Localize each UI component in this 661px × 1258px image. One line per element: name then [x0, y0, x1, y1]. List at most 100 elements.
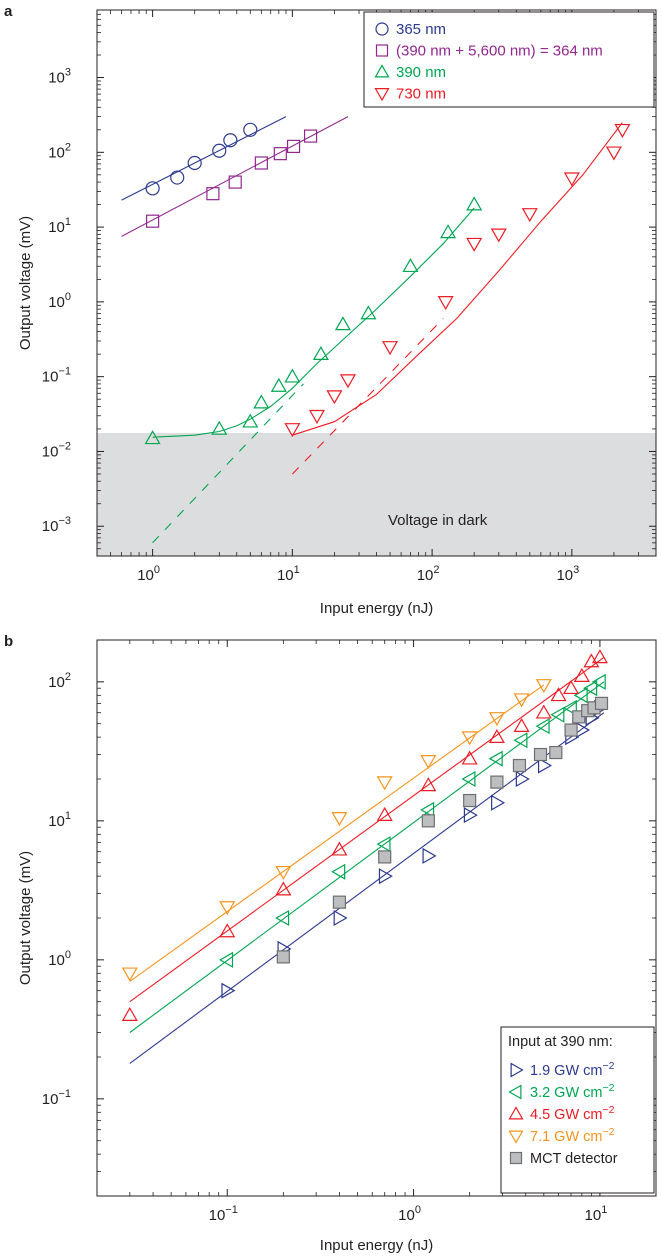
b-point [591, 673, 606, 690]
a-point [270, 377, 287, 392]
panel-b: b 10−1 100 101 10−1 100 101 102 Input energy (… [4, 633, 657, 1254]
a-point [253, 394, 270, 409]
a-point [206, 187, 220, 201]
b-point [513, 693, 530, 708]
b-point [463, 793, 477, 808]
a-point [284, 368, 301, 383]
a-point [254, 156, 268, 170]
a-y-tick-label: 10−2 [42, 440, 71, 460]
dark-region [97, 433, 656, 556]
a-point [614, 123, 631, 139]
b-y-tick-label: 10−1 [42, 1088, 71, 1108]
b-point [591, 649, 608, 664]
b-point [550, 706, 565, 723]
b-point [420, 755, 437, 770]
b-point [275, 865, 292, 881]
b-point [421, 814, 435, 828]
a-point [402, 257, 419, 273]
b-fit-line-3 [129, 684, 545, 982]
a-x-tick-label: 100 [137, 564, 160, 584]
b-point [491, 794, 506, 811]
b-point [488, 728, 505, 744]
a-x-tick-label: 103 [556, 564, 579, 584]
a-y-tick-label: 102 [48, 141, 71, 161]
b-point [563, 679, 580, 695]
a-x-tick-label: 101 [277, 564, 300, 584]
b-point [513, 732, 528, 749]
a-y-tick-label: 101 [48, 216, 71, 236]
b-point [562, 699, 577, 716]
b-point [121, 1006, 138, 1022]
a-point [145, 181, 160, 196]
a-point [334, 316, 351, 331]
a-point [308, 409, 326, 424]
b-y-tick-label: 101 [48, 810, 71, 830]
a-extrapolation-2 [152, 383, 304, 544]
a-point [490, 228, 507, 243]
a-point [360, 305, 377, 320]
legend-a-marker [374, 88, 390, 102]
b-point [219, 951, 234, 968]
legend-b-label: 7.1 GW cm−2 [530, 1126, 615, 1145]
b-y-axis-label: Output voltage (mV) [17, 851, 34, 985]
a-point [243, 122, 258, 137]
b-point [488, 712, 505, 727]
b-point [333, 909, 348, 927]
b-point [583, 680, 598, 697]
b-point [420, 777, 437, 792]
b-point [376, 806, 393, 821]
legend-a-marker [374, 64, 390, 78]
b-point [488, 750, 503, 767]
legend-b-title: Input at 390 nm: [508, 1034, 613, 1050]
b-point [331, 841, 348, 856]
a-point [286, 139, 301, 153]
a-point [563, 172, 580, 187]
a-y-tick-label: 10−3 [42, 515, 71, 535]
plot-frame-b [96, 639, 657, 1197]
legend-b-marker [510, 1062, 524, 1078]
b-fit-line-0 [129, 712, 605, 1064]
b-point [564, 723, 578, 737]
b-point [535, 704, 552, 719]
b-fit-line-2 [129, 656, 605, 1003]
a-point [521, 208, 538, 223]
b-point [378, 850, 392, 864]
legend-a-label: (390 nm + 5,600 nm) = 364 nm [396, 43, 603, 60]
a-point [440, 224, 457, 239]
panel-a-label: a [4, 3, 13, 20]
b-point [461, 750, 478, 765]
legend-a-marker [375, 22, 389, 36]
legend-b-label: 3.2 GW cm−2 [530, 1082, 615, 1101]
legend-a-label: 365 nm [396, 21, 446, 38]
b-point [573, 687, 588, 704]
a-point [211, 420, 228, 435]
b-point [512, 758, 527, 773]
a-point [437, 296, 454, 311]
b-point [515, 770, 530, 788]
legend-b-label: MCT detector [530, 1151, 618, 1167]
a-point [223, 133, 238, 148]
b-point [121, 967, 138, 982]
b-point [376, 836, 391, 853]
b-fit-line-1 [129, 681, 605, 1033]
b-point [378, 868, 393, 885]
b-point [219, 923, 236, 938]
a-x-axis-label: Input energy (nJ) [320, 600, 433, 617]
b-point [331, 812, 348, 827]
b-point [583, 653, 600, 668]
b-point [221, 982, 236, 999]
legend-b-marker [508, 1084, 522, 1100]
a-point [605, 146, 622, 161]
a-point [312, 345, 329, 361]
b-point [275, 881, 292, 896]
a-point [187, 155, 202, 171]
b-point [535, 718, 550, 735]
a-point [273, 147, 287, 161]
b-point [549, 745, 563, 760]
b-y-tick-label: 100 [48, 949, 71, 969]
b-point [219, 901, 236, 916]
b-x-axis-label: Input energy (nJ) [320, 1237, 433, 1254]
b-point [513, 717, 530, 733]
legend-b-label: 1.9 GW cm−2 [530, 1060, 615, 1079]
